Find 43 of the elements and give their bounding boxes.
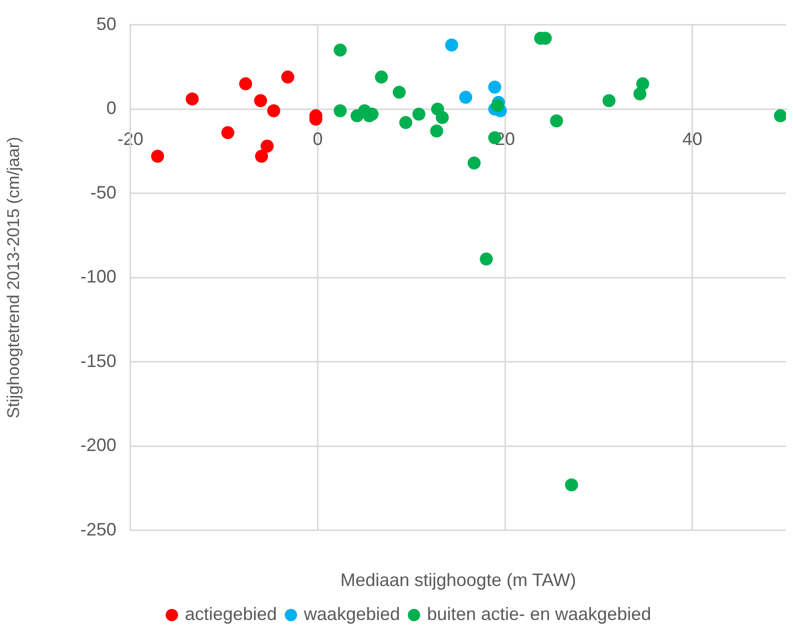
point (239, 77, 252, 90)
y-tick-label: -150 (80, 350, 116, 371)
point (459, 90, 472, 104)
point (565, 478, 578, 492)
y-tick-label: -100 (80, 266, 116, 287)
x-tick-label: 40 (682, 128, 702, 149)
point (491, 99, 504, 112)
point (392, 86, 406, 99)
point (468, 156, 481, 170)
point (430, 124, 444, 138)
point (374, 70, 388, 84)
point (255, 150, 268, 163)
legend-label: waakgebied (302, 604, 400, 624)
point (488, 80, 502, 94)
point (412, 108, 426, 121)
point (550, 114, 564, 128)
point (774, 109, 786, 122)
point (602, 94, 616, 108)
point (334, 44, 347, 57)
point (480, 252, 493, 266)
y-tick-label: -200 (80, 435, 116, 456)
point (399, 116, 412, 130)
point (221, 126, 234, 140)
point (267, 104, 280, 118)
point (260, 140, 274, 153)
y-tick-label: -50 (90, 182, 116, 202)
point (445, 38, 458, 52)
y-tick-label: -250 (80, 519, 116, 540)
y-tick-label: 0 (106, 98, 116, 118)
point (186, 92, 199, 106)
point (254, 94, 268, 108)
point (151, 150, 164, 163)
point (633, 87, 646, 100)
point (281, 70, 294, 84)
x-tick-label: 0 (312, 128, 323, 149)
x-axis-title: Mediaan stijghoogte (m TAW) (340, 570, 576, 590)
y-axis-title: Stijghoogtetrend 2013-2015 (cm/jaar) (4, 136, 23, 418)
point (334, 104, 347, 118)
y-tick-label: 50 (96, 14, 116, 34)
legend-label: buiten actie- en waakgebied (426, 604, 652, 624)
point (636, 77, 650, 90)
point (436, 110, 449, 124)
legend-label: actiegebied (184, 604, 277, 624)
